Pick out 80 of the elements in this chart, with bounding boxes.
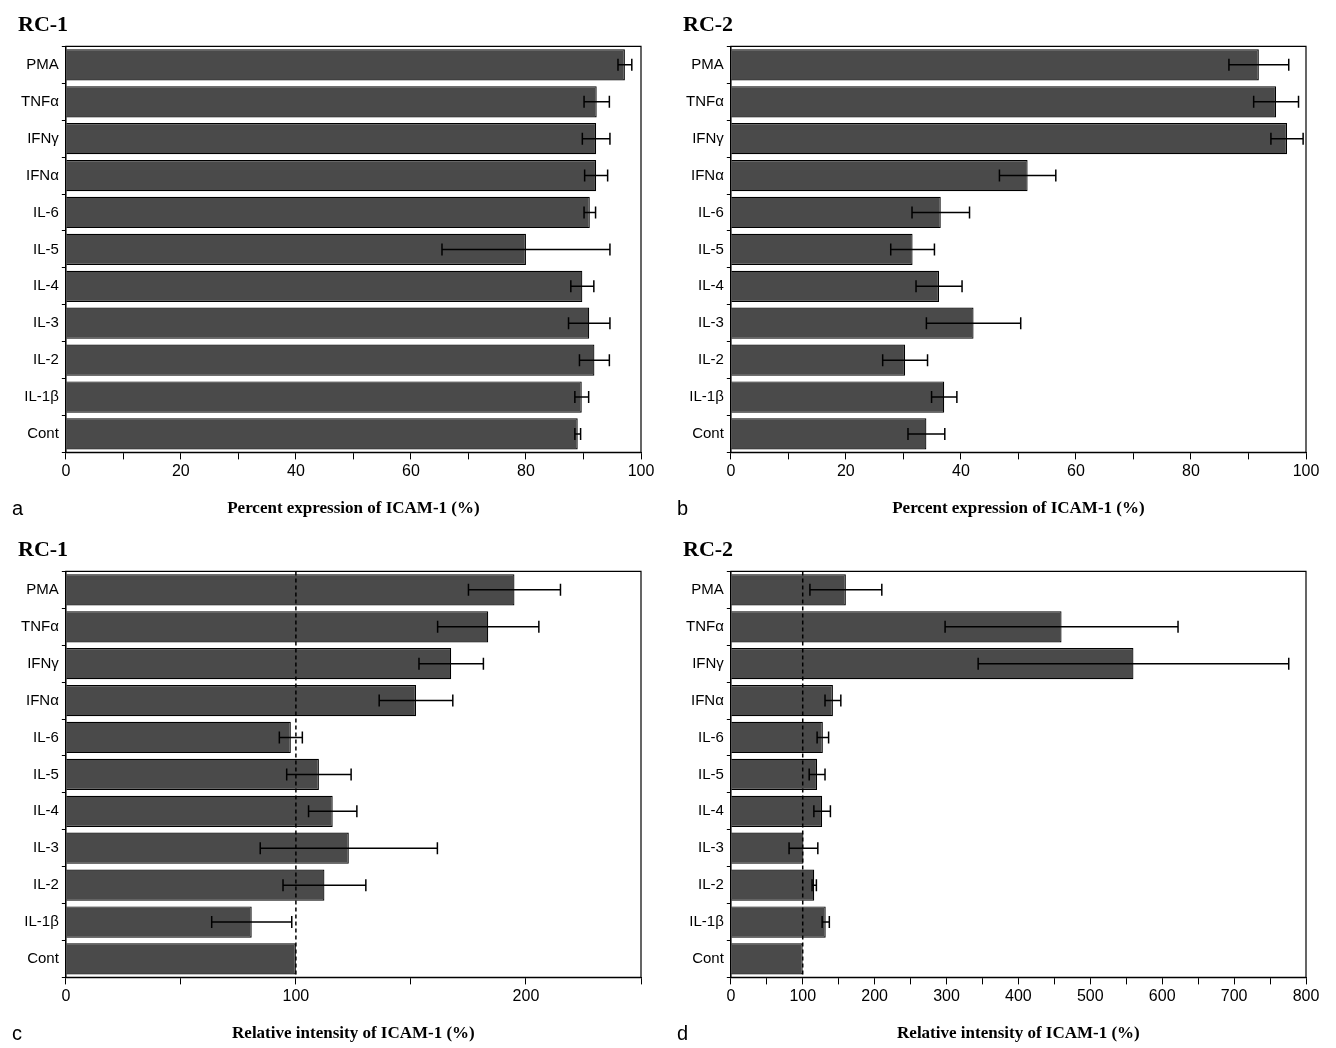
chart-title: RC-1 (18, 10, 69, 36)
y-tick-label: IFNα (25, 165, 60, 183)
chart-title: RC-2 (683, 535, 734, 561)
x-tick-label: 200 (512, 987, 540, 1005)
y-tick-label: IFNγ (27, 653, 60, 671)
y-tick-label: IL-3 (32, 313, 59, 331)
y-tick-label: IFNα (25, 690, 60, 708)
y-tick-label: TNFα (685, 616, 725, 634)
text: b (677, 496, 689, 519)
y-tick-label: IFNγ (27, 128, 60, 146)
x-tick-label: 40 (287, 462, 305, 480)
y-tick-label: IL-1β (24, 912, 60, 930)
y-tick-label: IL-6 (32, 202, 59, 220)
x-tick-label: 40 (952, 462, 970, 480)
y-tick-label: TNFα (20, 91, 60, 109)
y-tick-label: TNFα (685, 91, 725, 109)
x-tick-label: 100 (1292, 462, 1320, 480)
y-tick-label: IL-2 (32, 350, 59, 368)
y-tick-label: IL-4 (32, 276, 59, 294)
y-tick-label: IL-1β (689, 387, 725, 405)
x-axis-title: Percent expression of ICAM-1 (%) (892, 498, 1145, 518)
chart-title: RC-2 (683, 10, 734, 36)
y-tick-label: PMA (26, 55, 59, 72)
y-tick-label: IL-2 (32, 875, 59, 893)
x-tick-label: 100 (789, 987, 817, 1005)
x-tick-label: 300 (933, 987, 960, 1005)
y-tick-label: IL-3 (697, 838, 724, 856)
y-tick-label: PMA (691, 580, 724, 597)
x-axis-title: Relative intensity of ICAM-1 (%) (897, 1023, 1140, 1043)
y-tick-label: IL-5 (32, 239, 59, 257)
y-tick-label: IL-5 (697, 764, 724, 782)
y-tick-label: Cont (692, 424, 725, 442)
text: a (12, 496, 24, 519)
x-tick-label: 0 (726, 462, 736, 480)
y-tick-label: IL-4 (697, 276, 724, 294)
x-tick-label: 600 (1148, 987, 1176, 1005)
x-tick-label: 0 (61, 462, 71, 480)
y-tick-label: IL-3 (697, 313, 724, 331)
y-tick-label: IL-5 (32, 764, 59, 782)
y-tick-label: IL-6 (697, 202, 724, 220)
y-tick-label: TNFα (20, 616, 60, 634)
x-tick-label: 800 (1292, 987, 1320, 1005)
x-tick-label: 20 (836, 462, 855, 480)
x-tick-label: 500 (1076, 987, 1104, 1005)
y-tick-label: IL-3 (32, 838, 59, 856)
y-tick-label: IL-1β (689, 912, 725, 930)
x-tick-label: 80 (517, 462, 535, 480)
y-tick-label: IL-6 (32, 727, 59, 745)
y-tick-label: Cont (692, 949, 725, 967)
y-tick-label: IL-4 (697, 801, 724, 819)
x-tick-label: 100 (627, 462, 655, 480)
y-tick-label: IFNα (690, 690, 725, 708)
y-tick-label: IL-2 (697, 350, 724, 368)
y-tick-label: IFNγ (692, 128, 725, 146)
chart-title: RC-1 (18, 535, 69, 561)
x-tick-label: 700 (1220, 987, 1248, 1005)
x-tick-label: 100 (282, 987, 310, 1005)
x-axis-title: Percent expression of ICAM-1 (%) (227, 498, 480, 518)
y-tick-label: PMA (691, 55, 724, 72)
y-tick-label: Cont (27, 424, 60, 442)
x-tick-label: 80 (1182, 462, 1200, 480)
x-tick-label: 200 (861, 987, 889, 1005)
y-tick-label: IL-2 (697, 875, 724, 893)
text: c (12, 1021, 22, 1044)
y-tick-label: IL-6 (697, 727, 724, 745)
x-tick-label: 60 (402, 462, 420, 480)
x-axis-title: Relative intensity of ICAM-1 (%) (232, 1023, 475, 1043)
y-tick-label: IFNα (690, 165, 725, 183)
x-tick-label: 400 (1005, 987, 1032, 1005)
y-tick-label: IFNγ (692, 653, 725, 671)
x-tick-label: 20 (171, 462, 190, 480)
x-tick-label: 0 (61, 987, 71, 1005)
x-tick-label: 60 (1067, 462, 1085, 480)
y-tick-label: Cont (27, 949, 60, 967)
text: d (677, 1021, 689, 1044)
y-tick-label: IL-5 (697, 239, 724, 257)
y-tick-label: PMA (26, 580, 59, 597)
y-tick-label: IL-1β (24, 387, 60, 405)
y-tick-label: IL-4 (32, 801, 59, 819)
x-tick-label: 0 (726, 987, 736, 1005)
